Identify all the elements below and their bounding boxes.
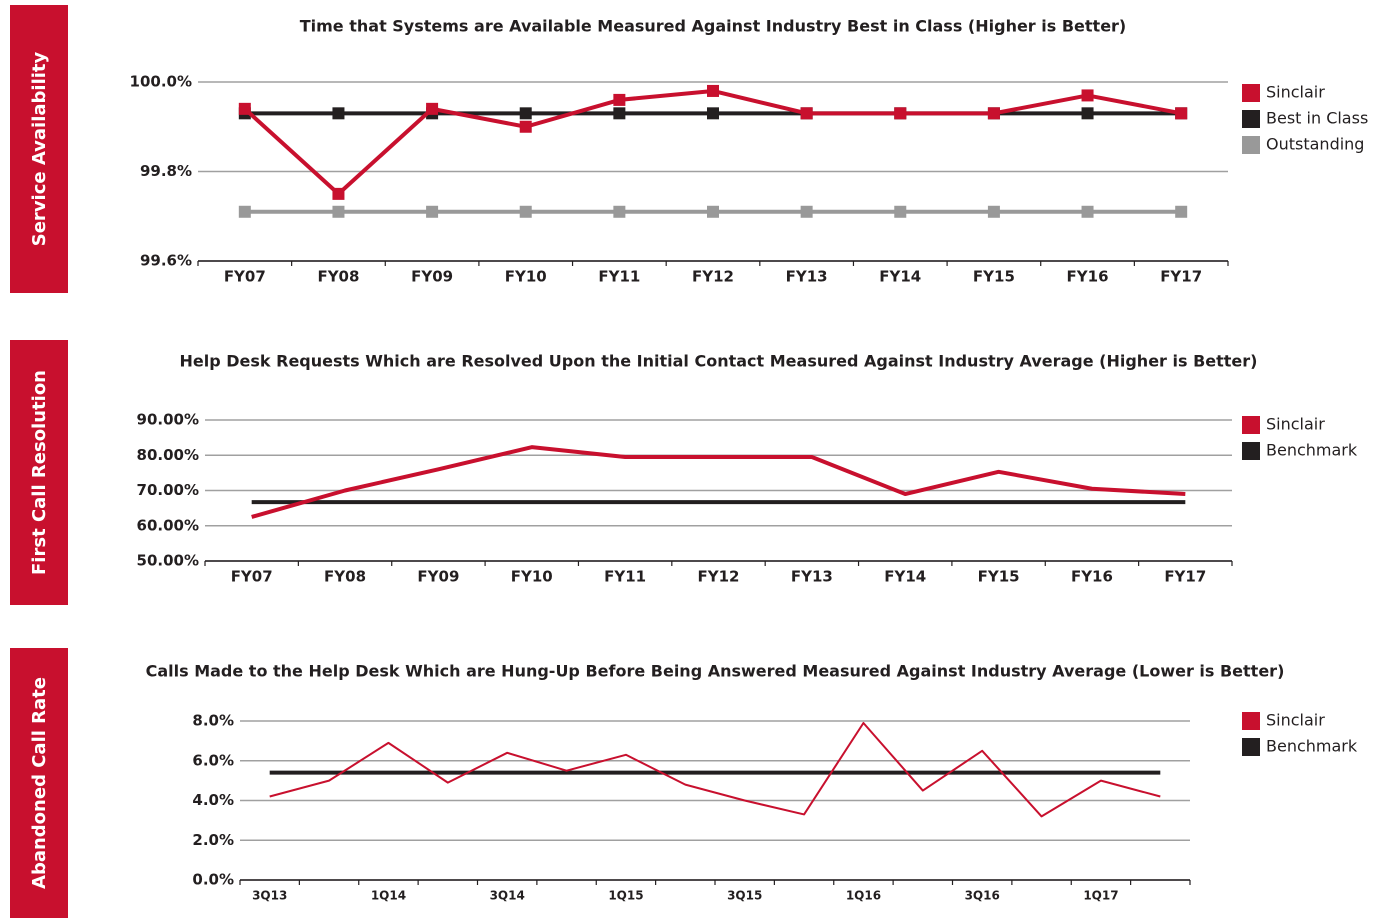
legend-label: Sinclair — [1266, 83, 1325, 102]
x-tick-label: FY07 — [231, 568, 273, 586]
section-label: First Call Resolution — [29, 370, 50, 575]
series-marker — [894, 205, 907, 218]
legend-label: Benchmark — [1266, 441, 1358, 460]
legend-label: Outstanding — [1266, 135, 1364, 154]
x-tick-label: 1Q17 — [1083, 889, 1118, 903]
series-marker — [1175, 205, 1188, 218]
y-tick-label: 90.00% — [137, 411, 199, 429]
x-tick-label: FY17 — [1160, 268, 1202, 286]
x-tick-label: FY09 — [417, 568, 459, 586]
series-line — [243, 88, 1182, 196]
legend-swatch — [1242, 416, 1260, 434]
x-tick-label: FY14 — [884, 568, 926, 586]
series-line — [269, 721, 1161, 818]
series-marker — [707, 107, 719, 120]
series-marker — [1081, 89, 1094, 102]
y-tick-label: 99.6% — [140, 252, 192, 270]
series-marker — [332, 205, 345, 218]
legend-swatch — [1242, 110, 1260, 128]
y-tick-label: 4.0% — [192, 791, 234, 809]
legend-label: Benchmark — [1266, 737, 1358, 756]
x-tick-label: FY11 — [604, 568, 646, 586]
y-tick-label: 70.00% — [137, 481, 199, 499]
section-band — [10, 648, 68, 918]
x-tick-label: FY12 — [692, 268, 734, 286]
series-marker — [1081, 205, 1094, 218]
y-tick-label: 50.00% — [137, 552, 199, 570]
y-tick-label: 0.0% — [192, 871, 234, 889]
chart-title: Time that Systems are Available Measured… — [300, 17, 1127, 36]
series-marker — [613, 93, 626, 106]
x-tick-label: FY10 — [505, 268, 547, 286]
series-marker — [894, 107, 907, 120]
series-marker — [707, 84, 719, 97]
x-tick-label: FY13 — [791, 568, 833, 586]
series-marker — [613, 107, 626, 120]
y-tick-label: 8.0% — [192, 712, 234, 730]
legend-swatch — [1242, 84, 1260, 102]
series-marker — [426, 102, 439, 115]
x-tick-label: 1Q15 — [608, 889, 643, 903]
y-tick-label: 2.0% — [192, 831, 234, 849]
y-tick-label: 60.00% — [137, 516, 199, 534]
section-band — [10, 340, 68, 605]
series-marker — [426, 205, 439, 218]
chart-title: Help Desk Requests Which are Resolved Up… — [180, 352, 1258, 371]
series-marker — [613, 205, 626, 218]
chart-title: Calls Made to the Help Desk Which are Hu… — [146, 662, 1285, 681]
series-marker — [800, 107, 813, 120]
legend-label: Sinclair — [1266, 415, 1325, 434]
series-marker — [238, 205, 251, 218]
series-marker — [519, 120, 532, 133]
x-tick-label: 3Q16 — [965, 889, 1000, 903]
x-tick-label: FY11 — [598, 268, 640, 286]
x-tick-label: FY15 — [978, 568, 1020, 586]
y-tick-label: 99.8% — [140, 162, 192, 180]
series-marker — [519, 205, 532, 218]
series-marker — [987, 107, 1000, 120]
section-label: Abandoned Call Rate — [29, 677, 50, 889]
series-marker — [332, 107, 345, 120]
y-tick-label: 100.0% — [130, 73, 192, 91]
series-marker — [519, 107, 532, 120]
x-tick-label: FY15 — [973, 268, 1015, 286]
y-tick-label: 80.00% — [137, 446, 199, 464]
y-tick-label: 6.0% — [192, 751, 234, 769]
x-tick-label: FY10 — [511, 568, 553, 586]
series-marker — [707, 205, 719, 218]
legend-swatch — [1242, 738, 1260, 756]
legend-swatch — [1242, 136, 1260, 154]
legend-swatch — [1242, 442, 1260, 460]
section-band — [10, 5, 68, 293]
x-tick-label: 1Q16 — [846, 889, 881, 903]
x-tick-label: FY08 — [317, 268, 359, 286]
series-marker — [1081, 107, 1094, 120]
x-tick-label: 3Q13 — [252, 889, 287, 903]
x-tick-label: FY09 — [411, 268, 453, 286]
legend-label: Sinclair — [1266, 711, 1325, 730]
x-tick-label: FY16 — [1067, 268, 1109, 286]
series-marker — [238, 102, 251, 115]
x-tick-label: 3Q15 — [727, 889, 762, 903]
x-tick-label: FY13 — [786, 268, 828, 286]
legend-swatch — [1242, 712, 1260, 730]
series-marker — [332, 187, 345, 200]
legend-label: Best in Class — [1266, 109, 1368, 128]
x-tick-label: FY14 — [879, 268, 921, 286]
series-marker — [1175, 107, 1188, 120]
section-label: Service Availability — [29, 51, 50, 246]
series-line — [251, 445, 1186, 519]
x-tick-label: FY16 — [1071, 568, 1113, 586]
x-tick-label: FY12 — [698, 568, 740, 586]
x-tick-label: 3Q14 — [490, 889, 525, 903]
x-tick-label: FY08 — [324, 568, 366, 586]
series-marker — [987, 205, 1000, 218]
x-tick-label: 1Q14 — [371, 889, 406, 903]
series-marker — [800, 205, 813, 218]
x-tick-label: FY17 — [1164, 568, 1206, 586]
x-tick-label: FY07 — [224, 268, 266, 286]
